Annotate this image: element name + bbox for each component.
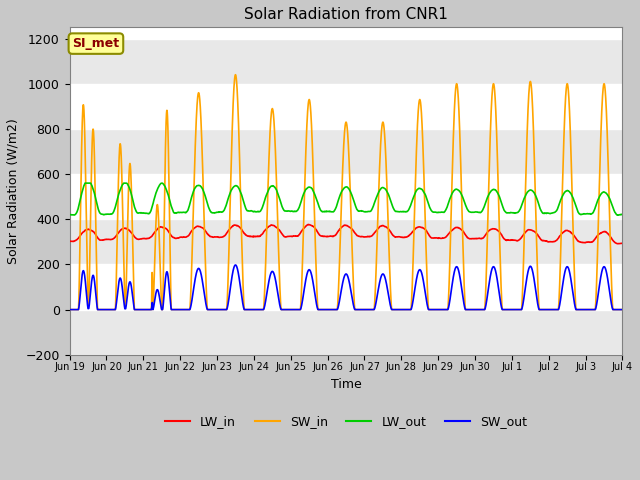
Y-axis label: Solar Radiation (W/m2): Solar Radiation (W/m2) [7,118,20,264]
Title: Solar Radiation from CNR1: Solar Radiation from CNR1 [244,7,448,22]
Bar [70,219,623,264]
Bar [70,310,623,355]
Legend: LW_in, SW_in, LW_out, SW_out: LW_in, SW_in, LW_out, SW_out [160,410,532,433]
Bar [70,38,623,84]
X-axis label: Time: Time [331,378,362,391]
Text: SI_met: SI_met [72,37,120,50]
Bar [70,129,623,174]
